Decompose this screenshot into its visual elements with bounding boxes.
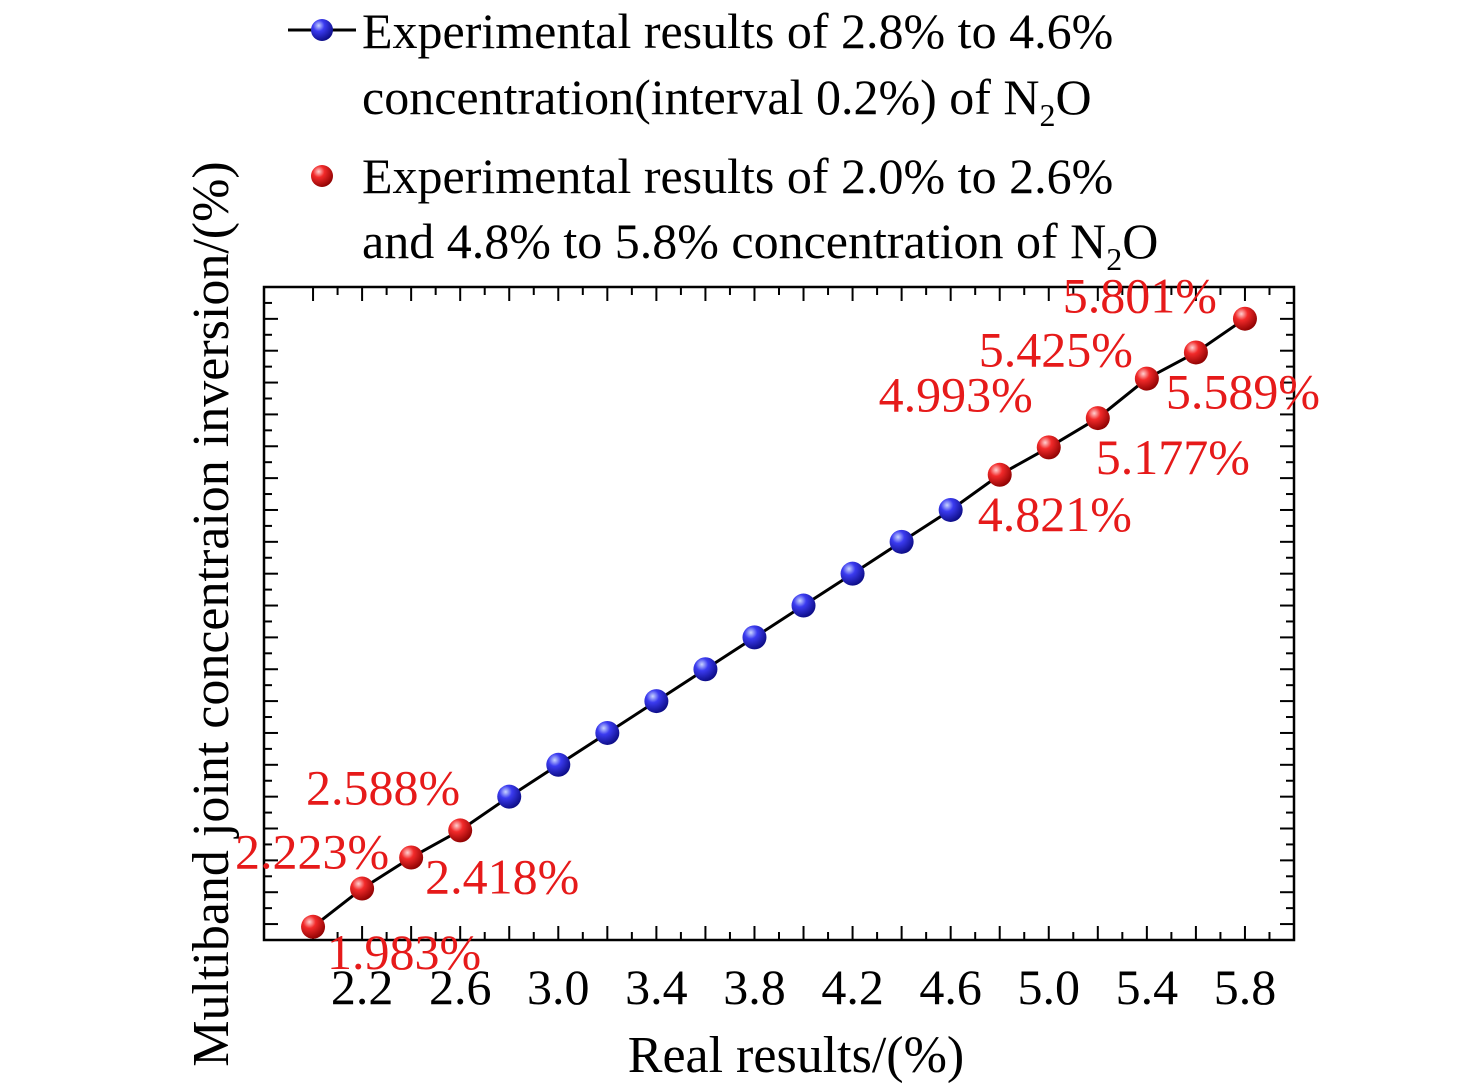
data-labels: 1.983% 2.223% 2.418% 2.588% 4.821% 4.993% 5.17… [235, 268, 1320, 980]
y-axis-title: Multiband joint concentraion inversion/(… [183, 161, 240, 1066]
blue-data-point [497, 784, 522, 809]
x-tick-label: 2.6 [429, 959, 492, 1015]
red-data-point [1134, 366, 1159, 391]
data-label: 5.589% [1166, 363, 1320, 419]
x-tick-label: 3.4 [625, 959, 688, 1015]
data-label: 1.983% [327, 924, 481, 980]
blue-data-point [840, 561, 865, 586]
x-tick-label: 5.0 [1018, 959, 1081, 1015]
data-label: 2.223% [235, 824, 389, 880]
blue-data-point [644, 689, 669, 714]
x-tick-label: 4.6 [919, 959, 982, 1015]
data-label: 5.801% [1063, 268, 1217, 324]
legend: Experimental results of 2.8% to 4.6% con… [288, 3, 1158, 277]
x-tick-label: 4.2 [821, 959, 884, 1015]
blue-data-point [791, 593, 816, 618]
legend-series-2-line2: and 4.8% to 5.8% concentration of N2O [362, 213, 1158, 277]
legend-marker-series-1 [311, 19, 333, 41]
x-tick-label: 3.8 [723, 959, 786, 1015]
data-label: 5.177% [1096, 429, 1250, 485]
x-axis-ticks [312, 287, 1295, 940]
data-label: 5.425% [979, 322, 1133, 378]
y-axis-ticks [264, 286, 1294, 926]
red-data-point [448, 818, 473, 843]
x-axis-title: Real results/(%) [628, 1027, 964, 1084]
legend-marker-series-2 [311, 165, 333, 187]
legend-series-2-line1: Experimental results of 2.0% to 2.6% [362, 148, 1113, 204]
data-label: 2.588% [306, 759, 460, 815]
x-tick-label: 2.2 [331, 959, 394, 1015]
x-axis-tick-labels: 2.2 2.6 3.0 3.4 3.8 4.2 4.6 5.0 5.4 5.8 [331, 959, 1276, 1015]
data-label: 2.418% [425, 848, 579, 904]
data-label: 4.821% [978, 486, 1132, 542]
x-tick-label: 5.4 [1116, 959, 1179, 1015]
x-tick-label: 3.0 [527, 959, 590, 1015]
legend-series-1-line1: Experimental results of 2.8% to 4.6% [362, 3, 1113, 59]
blue-data-point [595, 720, 620, 745]
red-data-point [1085, 406, 1110, 431]
red-data-point [350, 876, 375, 901]
blue-data-point [889, 529, 914, 554]
blue-data-point [742, 625, 767, 650]
data-markers [301, 306, 1257, 939]
red-data-point [301, 914, 326, 939]
blue-data-point [693, 657, 718, 682]
red-data-point [399, 845, 424, 870]
x-tick-label: 5.8 [1214, 959, 1277, 1015]
red-data-point [1232, 306, 1257, 331]
data-label: 4.993% [879, 366, 1033, 422]
blue-data-point [546, 752, 571, 777]
red-data-point [1036, 435, 1061, 460]
red-data-point [987, 462, 1012, 487]
blue-data-point [938, 497, 963, 522]
legend-series-1-line2: concentration(interval 0.2%) of N2O [362, 69, 1092, 133]
red-data-point [1183, 340, 1208, 365]
